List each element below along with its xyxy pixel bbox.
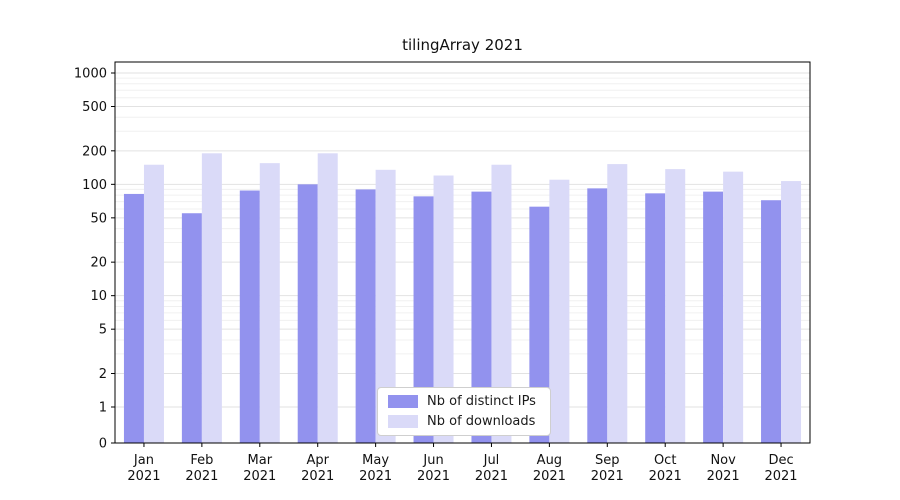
y-tick-label: 1 bbox=[99, 401, 107, 416]
bar-downloads-dec bbox=[781, 181, 802, 443]
x-tick-label-year: 2021 bbox=[243, 469, 276, 484]
bar-distinct-ips-feb bbox=[181, 213, 202, 443]
y-tick-label: 20 bbox=[90, 256, 107, 271]
bar-downloads-jan bbox=[143, 164, 164, 443]
bar-downloads-apr bbox=[317, 153, 338, 443]
legend-row-downloads: Nb of downloads bbox=[388, 415, 536, 428]
x-tick-label-year: 2021 bbox=[301, 469, 334, 484]
y-tick-label: 1000 bbox=[74, 67, 107, 82]
bar-distinct-ips-sep bbox=[587, 188, 608, 443]
x-tick-label-month: Sep bbox=[595, 453, 620, 468]
legend-row-distinct-ips: Nb of distinct IPs bbox=[388, 395, 536, 408]
legend-label-downloads: Nb of downloads bbox=[427, 414, 536, 429]
chart-title: tilingArray 2021 bbox=[402, 36, 523, 54]
x-tick-label-year: 2021 bbox=[764, 469, 797, 484]
bar-downloads-nov bbox=[723, 171, 744, 443]
bar-distinct-ips-aug bbox=[529, 206, 550, 443]
x-tick-label-year: 2021 bbox=[359, 469, 392, 484]
bar-distinct-ips-mar bbox=[239, 190, 260, 443]
x-tick-label-month: Aug bbox=[537, 453, 562, 468]
bar-downloads-jun bbox=[433, 175, 454, 443]
bar-distinct-ips-jan bbox=[123, 193, 144, 443]
x-tick-label-year: 2021 bbox=[185, 469, 218, 484]
bar-distinct-ips-apr bbox=[297, 184, 318, 444]
bar-downloads-oct bbox=[665, 169, 686, 444]
bar-distinct-ips-jun bbox=[413, 196, 434, 443]
x-tick-label-month: Dec bbox=[768, 453, 793, 468]
y-tick-label: 10 bbox=[90, 289, 107, 304]
bar-distinct-ips-dec bbox=[761, 200, 782, 443]
x-tick-label-month: Feb bbox=[190, 453, 213, 468]
x-tick-label-year: 2021 bbox=[533, 469, 566, 484]
y-tick-label: 0 bbox=[99, 437, 107, 452]
y-tick-label: 5 bbox=[99, 323, 107, 338]
x-tick-label-month: May bbox=[362, 453, 389, 468]
x-tick-label-month: Jul bbox=[483, 453, 500, 468]
legend-swatch-distinct-ips bbox=[388, 395, 418, 408]
plot-border bbox=[114, 61, 811, 444]
y-tick-label: 2 bbox=[99, 367, 107, 382]
legend: Nb of distinct IPs Nb of downloads bbox=[377, 387, 551, 436]
y-tick-label: 50 bbox=[90, 211, 107, 226]
x-tick-label-year: 2021 bbox=[649, 469, 682, 484]
x-tick-label-year: 2021 bbox=[591, 469, 624, 484]
bar-distinct-ips-jul bbox=[471, 191, 492, 443]
x-tick-label-year: 2021 bbox=[475, 469, 508, 484]
bar-distinct-ips-nov bbox=[703, 191, 724, 443]
bar-downloads-jul bbox=[491, 164, 512, 443]
bar-downloads-feb bbox=[201, 153, 222, 443]
bar-downloads-mar bbox=[259, 163, 280, 443]
y-tick-label: 200 bbox=[82, 144, 107, 159]
x-tick-label-month: Oct bbox=[654, 453, 676, 468]
bar-distinct-ips-oct bbox=[645, 193, 666, 443]
x-tick-label-month: Nov bbox=[710, 453, 736, 468]
x-tick-label-month: Mar bbox=[248, 453, 273, 468]
x-tick-label-year: 2021 bbox=[417, 469, 450, 484]
bar-downloads-sep bbox=[607, 164, 628, 443]
legend-swatch-downloads bbox=[388, 415, 418, 428]
bar-downloads-may bbox=[375, 169, 396, 443]
legend-label-distinct-ips: Nb of distinct IPs bbox=[427, 394, 536, 409]
x-tick-label-month: Apr bbox=[306, 453, 329, 468]
x-tick-label-month: Jan bbox=[133, 453, 154, 468]
x-tick-label-month: Jun bbox=[422, 453, 443, 468]
x-tick-label-year: 2021 bbox=[127, 469, 160, 484]
y-tick-label: 500 bbox=[82, 100, 107, 115]
bar-downloads-aug bbox=[549, 179, 570, 443]
y-tick-label: 100 bbox=[82, 178, 107, 193]
bar-distinct-ips-may bbox=[355, 189, 376, 443]
x-tick-label-year: 2021 bbox=[707, 469, 740, 484]
